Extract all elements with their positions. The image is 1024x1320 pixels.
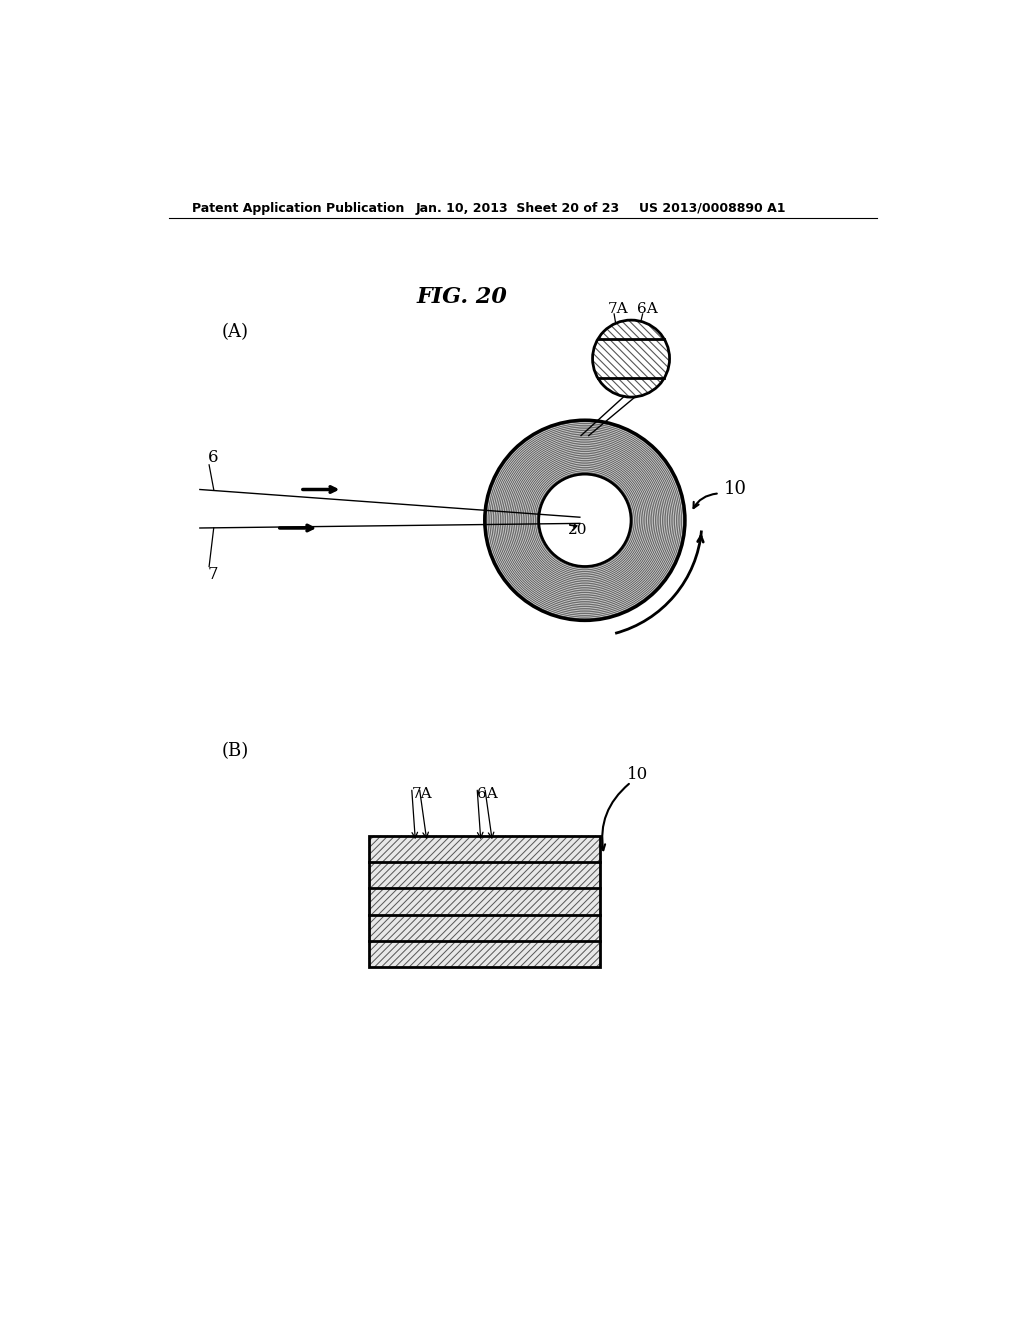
Text: 6: 6 [208, 449, 218, 466]
Text: (A): (A) [221, 322, 249, 341]
Text: 7A: 7A [412, 787, 432, 801]
Text: US 2013/0008890 A1: US 2013/0008890 A1 [639, 202, 785, 215]
Text: 10: 10 [628, 766, 648, 783]
Text: 7A: 7A [608, 301, 629, 315]
Circle shape [484, 420, 685, 620]
Circle shape [593, 321, 670, 397]
Text: 6A: 6A [477, 787, 498, 801]
Text: (B): (B) [221, 742, 249, 760]
Text: 20: 20 [568, 523, 588, 536]
Text: 10: 10 [724, 480, 746, 499]
Bar [370, 836, 600, 966]
Text: 6A: 6A [637, 301, 658, 315]
Text: Jan. 10, 2013  Sheet 20 of 23: Jan. 10, 2013 Sheet 20 of 23 [416, 202, 620, 215]
Text: 7: 7 [208, 566, 218, 582]
Bar [370, 836, 600, 966]
Circle shape [539, 474, 631, 566]
Text: FIG. 20: FIG. 20 [416, 286, 507, 308]
Text: Patent Application Publication: Patent Application Publication [193, 202, 404, 215]
